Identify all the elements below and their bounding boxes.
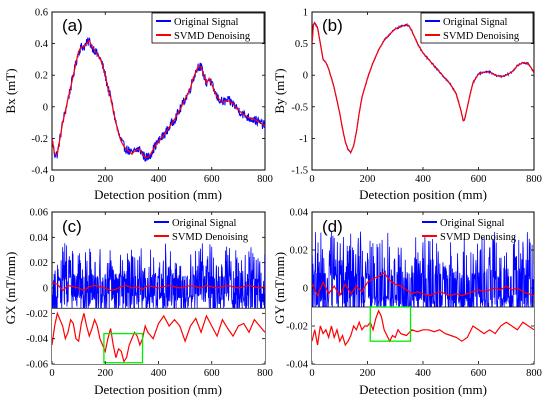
y-tick-label: -1 [299, 134, 308, 145]
x-axis-label-d: Detection position (mm) [359, 382, 487, 397]
ticks-b: 0 200 400 600 800 -1.5 -1 -0.5 0 0.5 1 [291, 8, 542, 186]
series-line-denoised-d [312, 271, 534, 298]
x-tick-label: 400 [151, 174, 167, 185]
legend-label-denoised-b: SVMD Denoising [443, 31, 520, 42]
zoom-region-c [52, 308, 265, 364]
panel-c: 0 200 400 600 800 -0.06 -0.04 -0.02 0 0.02 0.04 0.0… [3, 208, 273, 398]
ticks-a: 0 200 400 600 800 -0.4 -0.2 0 0.2 0.4 0.6 [31, 8, 273, 186]
y-axis-label-a: Bx (mT) [3, 68, 18, 113]
panel-label-a: (a) [62, 16, 83, 35]
legend-label-original-a: Original Signal [174, 17, 239, 28]
legend-label-denoised-d: SVMD Denoising [440, 232, 517, 243]
x-tick-label: 0 [49, 368, 54, 379]
ticks-c: 0 200 400 600 800 -0.06 -0.04 -0.02 0 0.02 0.04 0.0… [26, 208, 273, 380]
y-tick-label: 0 [303, 284, 308, 295]
x-tick-label: 0 [309, 174, 314, 185]
legend-a: Original Signal SVMD Denoising [151, 12, 265, 44]
series-line-denoised-a [52, 39, 265, 158]
highlight-box-d [369, 306, 412, 342]
y-tick-label: 0.6 [35, 8, 48, 19]
x-axis-label-c: Detection position (mm) [94, 382, 222, 397]
y-tick-label: 0 [303, 71, 308, 82]
x-tick-label: 600 [471, 368, 487, 379]
y-tick-label: 1 [303, 8, 308, 19]
y-tick-label: 0 [43, 284, 48, 295]
y-axis-label-b: By (mT) [272, 68, 287, 113]
highlight-box-c [103, 332, 144, 364]
x-tick-label: 200 [97, 174, 113, 185]
x-tick-label: 600 [204, 174, 220, 185]
series-line-denoised-c [52, 282, 265, 292]
lines-a [52, 37, 265, 162]
lines-b [312, 21, 534, 155]
legend-label-denoised-c: SVMD Denoising [172, 232, 249, 243]
legend-d: Original Signal SVMD Denoising [422, 218, 517, 243]
series-line-original-a [52, 37, 265, 162]
x-tick-label: 400 [151, 368, 167, 379]
y-tick-label: -0.02 [286, 322, 308, 333]
x-tick-label: 800 [257, 368, 273, 379]
x-tick-label: 0 [49, 174, 54, 185]
series-line-original-c [52, 243, 265, 309]
y-tick-label: -0.02 [26, 309, 48, 320]
legend-box-b [420, 12, 534, 44]
panel-label-c: (c) [62, 217, 82, 236]
y-axis-label-c: GX (mT/mm) [3, 252, 18, 325]
y-tick-label: -0.4 [31, 166, 48, 177]
y-tick-label: 0 [43, 102, 48, 113]
panel-a: 0 200 400 600 800 -0.4 -0.2 0 0.2 0.4 0.6 (a) Orig… [3, 8, 273, 203]
x-tick-label: 800 [526, 174, 542, 185]
y-tick-label: 0.4 [35, 39, 49, 50]
series-line-denoised-b [312, 21, 534, 154]
x-axis-label-b: Detection position (mm) [359, 187, 487, 202]
x-tick-label: 0 [309, 368, 314, 379]
legend-label-original-b: Original Signal [443, 17, 508, 28]
x-tick-label: 400 [415, 174, 431, 185]
y-tick-label: -0.5 [291, 102, 308, 113]
x-tick-label: 400 [415, 368, 431, 379]
y-tick-label: 0.04 [290, 208, 309, 219]
x-axis-label-a: Detection position (mm) [94, 187, 222, 202]
zoom-region-d [312, 307, 534, 364]
x-tick-label: 800 [526, 368, 542, 379]
legend-label-original-c: Original Signal [172, 218, 237, 229]
x-tick-label: 200 [360, 174, 376, 185]
x-tick-label: 200 [97, 368, 113, 379]
panel-label-d: (d) [322, 217, 343, 236]
y-axis-label-d: GY (mT/mm) [272, 252, 287, 324]
y-tick-label: -0.04 [26, 334, 49, 345]
panel-b: 0 200 400 600 800 -1.5 -1 -0.5 0 0.5 1 (b) Origina… [272, 8, 542, 203]
lines-d [312, 231, 534, 364]
y-tick-label: -0.04 [286, 360, 309, 371]
x-tick-label: 600 [471, 174, 487, 185]
y-tick-label: 0.02 [30, 258, 48, 269]
legend-b: Original Signal SVMD Denoising [420, 12, 534, 44]
x-tick-label: 200 [360, 368, 376, 379]
x-tick-label: 600 [204, 368, 220, 379]
legend-label-denoised-a: SVMD Denoising [174, 31, 251, 42]
legend-box-a [151, 12, 265, 44]
panel-label-b: (b) [322, 16, 343, 35]
legend-c: Original Signal SVMD Denoising [154, 218, 249, 243]
y-tick-label: -1.5 [291, 166, 308, 177]
y-tick-label: -0.06 [26, 360, 48, 371]
y-tick-label: 0.5 [295, 39, 308, 50]
y-tick-label: 0.2 [35, 71, 48, 82]
panel-d: 0 200 400 600 800 -0.04 -0.02 0 0.02 0.04 (d) Ori… [272, 208, 542, 398]
y-tick-label: 0.06 [30, 208, 48, 219]
x-tick-label: 800 [257, 174, 273, 185]
y-tick-label: -0.2 [31, 134, 48, 145]
lines-c [52, 243, 265, 364]
series-line-denoised-zoom-c [52, 311, 265, 363]
ticks-d: 0 200 400 600 800 -0.04 -0.02 0 0.02 0.04 [286, 208, 542, 380]
y-tick-label: 0.02 [290, 246, 308, 257]
y-tick-label: 0.04 [30, 233, 49, 244]
legend-label-original-d: Original Signal [440, 218, 505, 229]
series-line-original-d [312, 231, 534, 308]
